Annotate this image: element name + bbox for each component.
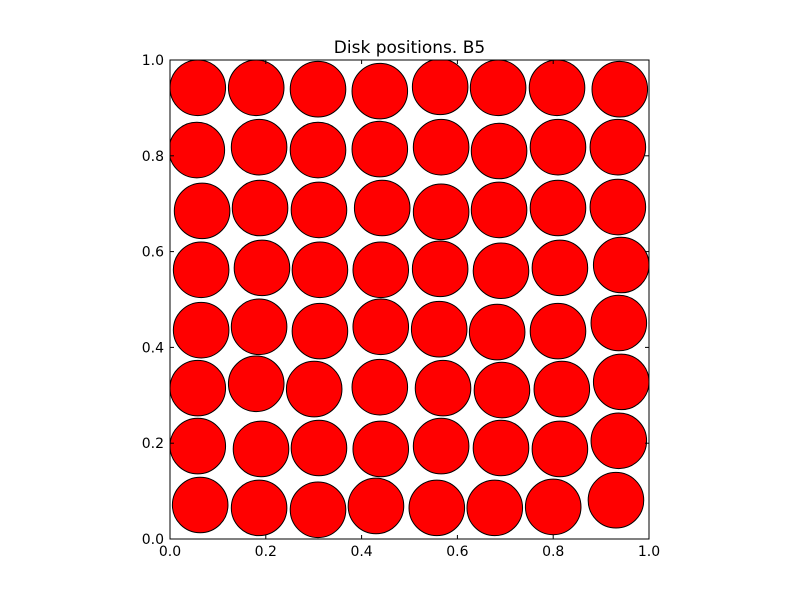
disk bbox=[592, 353, 649, 411]
y-tick-label: 0.6 bbox=[142, 245, 164, 261]
x-tick-label: 0.4 bbox=[350, 544, 372, 560]
x-tick-label: 1.0 bbox=[638, 544, 660, 560]
disk bbox=[592, 236, 649, 294]
x-tick-label: 0.6 bbox=[446, 544, 468, 560]
y-tick-label: 1.0 bbox=[142, 53, 164, 69]
disk bbox=[170, 121, 226, 179]
disk bbox=[410, 300, 468, 358]
disk bbox=[587, 471, 645, 529]
disk bbox=[473, 361, 531, 419]
disk bbox=[231, 179, 289, 237]
disk bbox=[466, 479, 524, 537]
disk bbox=[589, 118, 647, 176]
disk bbox=[227, 60, 285, 117]
disk bbox=[289, 481, 347, 539]
disk bbox=[352, 241, 410, 299]
disk bbox=[529, 302, 587, 360]
disk bbox=[170, 359, 227, 417]
disk bbox=[524, 478, 582, 536]
disk bbox=[411, 240, 469, 298]
disk bbox=[291, 302, 349, 360]
disk bbox=[414, 359, 472, 417]
disk bbox=[291, 241, 349, 299]
x-tick-label: 0.8 bbox=[542, 544, 564, 560]
disk bbox=[472, 419, 530, 477]
disk bbox=[285, 360, 343, 418]
disk bbox=[412, 118, 470, 176]
disk bbox=[171, 476, 229, 534]
disk bbox=[470, 181, 528, 239]
y-tick-label: 0.0 bbox=[142, 532, 164, 548]
disk bbox=[411, 60, 469, 116]
disk bbox=[232, 420, 290, 478]
disk bbox=[352, 298, 410, 356]
disk bbox=[353, 179, 411, 237]
disk bbox=[352, 420, 410, 478]
disk bbox=[227, 355, 285, 413]
x-tick-label: 0.2 bbox=[255, 544, 277, 560]
chart-title: Disk positions. B5 bbox=[334, 38, 485, 58]
disk bbox=[289, 60, 347, 118]
disk bbox=[590, 294, 648, 352]
disk bbox=[528, 60, 586, 117]
disk bbox=[591, 60, 649, 118]
disk bbox=[290, 419, 348, 477]
disk bbox=[173, 182, 231, 240]
disk bbox=[470, 122, 528, 180]
disk bbox=[230, 118, 288, 176]
disk bbox=[170, 60, 227, 117]
disk bbox=[589, 178, 647, 236]
disk bbox=[412, 417, 470, 475]
disk bbox=[172, 241, 230, 299]
disk bbox=[412, 183, 470, 241]
disk bbox=[351, 358, 409, 416]
disk bbox=[172, 301, 230, 359]
axes-frame bbox=[169, 59, 650, 540]
disk bbox=[170, 417, 227, 475]
disk bbox=[347, 477, 405, 535]
disk bbox=[529, 118, 587, 176]
disk bbox=[351, 62, 409, 120]
disk bbox=[289, 121, 347, 179]
x-tick-label: 0.0 bbox=[159, 544, 181, 560]
disk bbox=[233, 239, 291, 297]
disk bbox=[290, 181, 348, 239]
disk bbox=[590, 412, 648, 470]
y-tick-label: 0.2 bbox=[142, 436, 164, 452]
disk bbox=[230, 298, 288, 356]
disk bbox=[468, 303, 526, 361]
plot-area bbox=[170, 60, 649, 539]
y-tick-label: 0.8 bbox=[142, 149, 164, 165]
y-tick-label: 0.4 bbox=[142, 340, 164, 356]
disk bbox=[531, 239, 589, 297]
disk bbox=[472, 242, 530, 300]
disk bbox=[469, 60, 527, 117]
disk bbox=[529, 179, 587, 237]
disk bbox=[408, 479, 466, 537]
disk bbox=[533, 360, 591, 418]
disk bbox=[351, 120, 409, 178]
disk bbox=[230, 479, 288, 537]
disk bbox=[531, 420, 589, 478]
